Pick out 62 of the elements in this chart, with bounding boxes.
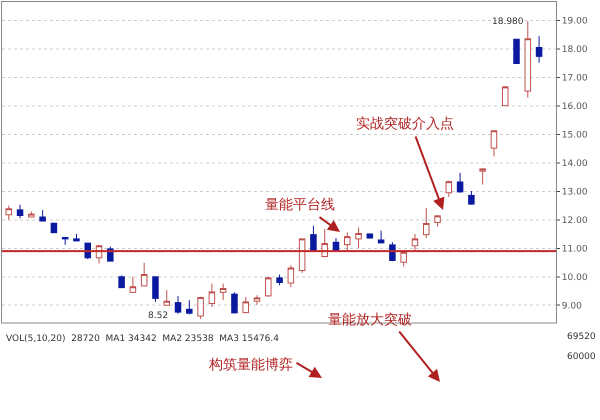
candlestick (400, 251, 407, 268)
annotation: 量能放大突破 (328, 312, 412, 328)
candlestick (412, 234, 418, 252)
candlestick (378, 230, 384, 244)
y-tick-label: 13.00 (562, 187, 588, 198)
y-tick-label: 15.00 (562, 130, 588, 141)
y-tick-label: 9.00 (562, 301, 582, 312)
candlestick (265, 276, 272, 298)
candlestick (422, 208, 430, 239)
candlestick (73, 234, 80, 242)
candlestick (288, 264, 294, 288)
candlestick (197, 296, 204, 320)
candlestick (513, 38, 520, 65)
y-tick-label: 19.00 (562, 16, 588, 27)
candlestick (468, 190, 475, 206)
candlestick (50, 222, 58, 234)
annotation: 量能平台线 (265, 197, 335, 213)
y-tick-label: 12.00 (562, 216, 588, 226)
candlestick (310, 225, 317, 252)
candlestick (434, 214, 441, 228)
candlestick (298, 238, 306, 274)
candlestick (355, 227, 362, 249)
candlestick (524, 20, 532, 98)
candlestick (254, 294, 260, 306)
candlestick (276, 274, 283, 286)
candlestick (536, 36, 542, 64)
candlestick (344, 232, 351, 252)
candlestick (456, 172, 464, 194)
y-tick-label: 16.00 (562, 102, 588, 112)
y-tick-label: 17.00 (562, 74, 588, 84)
candlestick (163, 290, 170, 306)
candlestick (446, 180, 452, 198)
candlestick (118, 274, 125, 289)
candlestick (28, 211, 35, 218)
candlestick (16, 204, 24, 219)
candlestick (130, 276, 136, 294)
candlestick (62, 236, 68, 246)
candlestick (39, 210, 46, 222)
y-tick-label: 14.00 (562, 159, 588, 170)
y-tick-label: 10.00 (562, 272, 588, 283)
text: 构筑量能博弈 (208, 357, 293, 373)
candlestick (490, 130, 498, 157)
y-tick-label: 18.00 (562, 45, 588, 56)
candlestick (140, 262, 148, 287)
y-tick-label: 11.00 (562, 244, 588, 254)
candlestick (479, 168, 486, 186)
candlestick (502, 86, 508, 106)
candlestick (174, 296, 182, 314)
text: 69520 (567, 332, 596, 342)
text: VOL(5,10,20) 28720 MA1 34342 MA2 23538 MA3 15476.4 (6, 334, 280, 344)
candlestick (366, 232, 374, 240)
candlestick (6, 205, 12, 220)
candlestick (242, 296, 249, 314)
candlestick (186, 300, 193, 315)
text: 60000 (567, 352, 596, 362)
annotation: 18.980 (492, 17, 524, 27)
candlestick (220, 283, 226, 301)
candlestick (208, 283, 216, 308)
candlestick (152, 276, 159, 302)
candlestick (231, 292, 238, 314)
annotation: 实战突破介入点 (356, 116, 454, 132)
annotation: 8.52 (148, 311, 168, 321)
